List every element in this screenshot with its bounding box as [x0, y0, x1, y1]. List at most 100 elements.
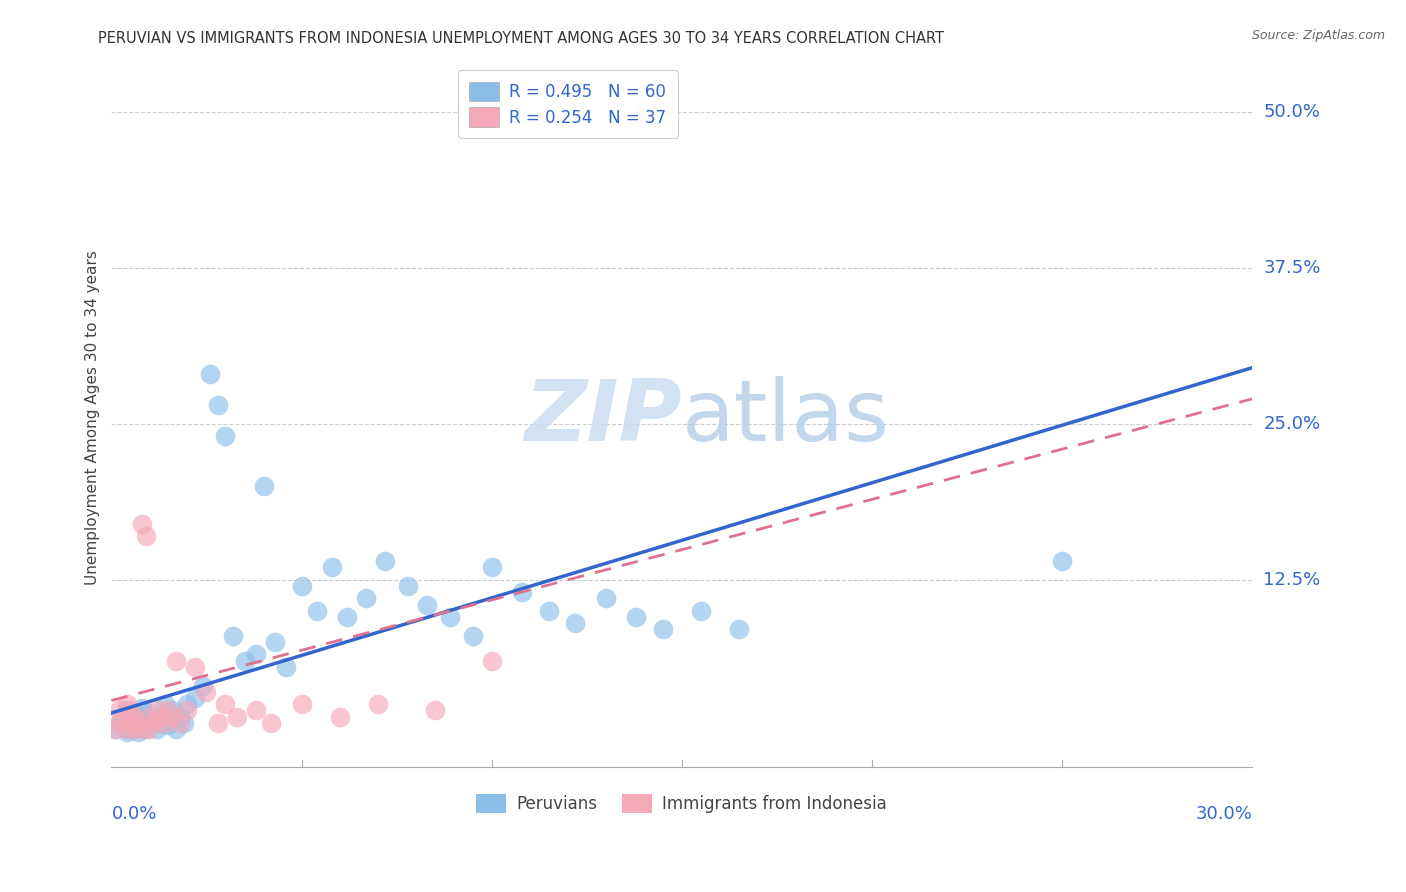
Point — [624, 610, 647, 624]
Point — [135, 715, 157, 730]
Point — [354, 591, 377, 606]
Point — [252, 479, 274, 493]
Point — [138, 706, 160, 720]
Point — [225, 710, 247, 724]
Point — [131, 516, 153, 531]
Point — [207, 398, 229, 412]
Point — [184, 691, 207, 706]
Text: PERUVIAN VS IMMIGRANTS FROM INDONESIA UNEMPLOYMENT AMONG AGES 30 TO 34 YEARS COR: PERUVIAN VS IMMIGRANTS FROM INDONESIA UN… — [98, 31, 945, 46]
Point — [131, 701, 153, 715]
Point — [157, 704, 180, 718]
Point — [138, 722, 160, 736]
Point — [108, 715, 131, 730]
Point — [176, 704, 198, 718]
Point — [195, 685, 218, 699]
Point — [115, 722, 138, 736]
Point — [120, 704, 142, 718]
Point — [108, 704, 131, 718]
Point — [149, 710, 172, 724]
Point — [104, 722, 127, 736]
Point — [564, 616, 586, 631]
Point — [157, 718, 180, 732]
Point — [367, 698, 389, 712]
Point — [595, 591, 617, 606]
Point — [537, 604, 560, 618]
Point — [222, 629, 245, 643]
Point — [633, 105, 655, 120]
Point — [131, 722, 153, 736]
Point — [135, 529, 157, 543]
Point — [329, 710, 352, 724]
Text: 0.0%: 0.0% — [111, 805, 157, 823]
Point — [727, 623, 749, 637]
Point — [122, 706, 145, 720]
Point — [104, 722, 127, 736]
Point — [127, 710, 149, 724]
Point — [416, 598, 439, 612]
Text: ZIP: ZIP — [524, 376, 682, 459]
Point — [290, 698, 312, 712]
Text: 50.0%: 50.0% — [1264, 103, 1320, 121]
Point — [191, 679, 214, 693]
Point — [200, 367, 222, 381]
Text: atlas: atlas — [682, 376, 890, 459]
Point — [207, 715, 229, 730]
Y-axis label: Unemployment Among Ages 30 to 34 years: Unemployment Among Ages 30 to 34 years — [86, 250, 100, 585]
Point — [176, 698, 198, 712]
Point — [245, 704, 267, 718]
Text: 30.0%: 30.0% — [1195, 805, 1253, 823]
Point — [290, 579, 312, 593]
Point — [127, 715, 149, 730]
Point — [184, 660, 207, 674]
Point — [481, 654, 503, 668]
Point — [108, 715, 131, 730]
Point — [135, 722, 157, 736]
Point — [120, 715, 142, 730]
Point — [651, 623, 673, 637]
Point — [321, 560, 343, 574]
Point — [162, 710, 184, 724]
Point — [165, 722, 187, 736]
Point — [115, 704, 138, 718]
Text: 37.5%: 37.5% — [1264, 259, 1320, 277]
Point — [423, 704, 446, 718]
Point — [689, 604, 711, 618]
Point — [264, 635, 287, 649]
Point — [260, 715, 283, 730]
Point — [122, 718, 145, 732]
Point — [120, 722, 142, 736]
Point — [439, 610, 461, 624]
Point — [165, 654, 187, 668]
Point — [115, 724, 138, 739]
Point — [138, 718, 160, 732]
Point — [305, 604, 328, 618]
Point — [146, 704, 169, 718]
Point — [481, 560, 503, 574]
Point — [127, 724, 149, 739]
Point — [276, 660, 298, 674]
Text: Source: ZipAtlas.com: Source: ZipAtlas.com — [1251, 29, 1385, 42]
Point — [111, 710, 134, 724]
Point — [111, 710, 134, 724]
Point — [169, 710, 191, 724]
Point — [245, 648, 267, 662]
Legend: Peruvians, Immigrants from Indonesia: Peruvians, Immigrants from Indonesia — [468, 785, 896, 821]
Point — [111, 718, 134, 732]
Text: 12.5%: 12.5% — [1264, 571, 1320, 589]
Point — [173, 715, 195, 730]
Point — [233, 654, 256, 668]
Point — [153, 715, 176, 730]
Point — [461, 629, 484, 643]
Point — [510, 585, 533, 599]
Point — [122, 722, 145, 736]
Point — [214, 698, 236, 712]
Point — [169, 715, 191, 730]
Point — [131, 722, 153, 736]
Point — [214, 429, 236, 443]
Point — [1050, 554, 1073, 568]
Point — [115, 698, 138, 712]
Point — [336, 610, 359, 624]
Point — [149, 715, 172, 730]
Point — [142, 715, 165, 730]
Point — [142, 714, 165, 728]
